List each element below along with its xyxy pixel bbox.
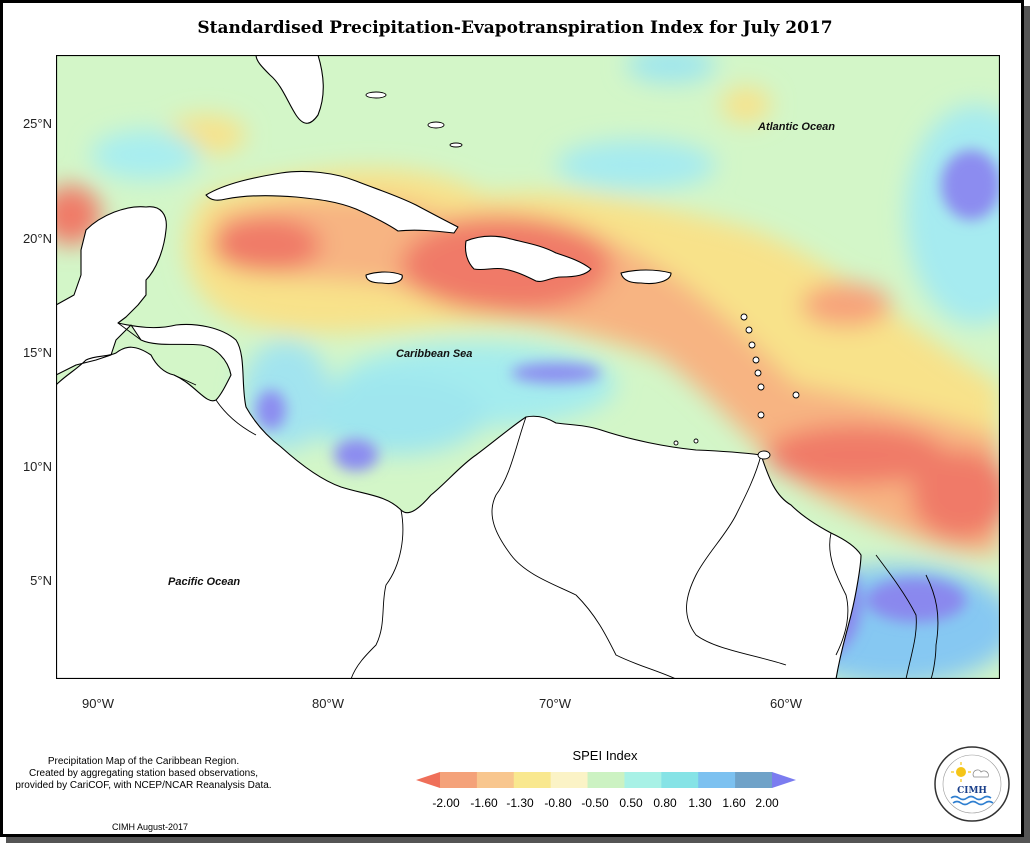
- x-tick-label: 90°W: [82, 696, 114, 711]
- legend-swatch: [698, 772, 736, 788]
- y-tick-label: 25°N: [22, 116, 52, 131]
- field-orange-lesser: [801, 283, 891, 327]
- legend-label: -1.30: [506, 796, 534, 810]
- legend-swatch: [587, 772, 625, 788]
- border-belize: [117, 322, 142, 341]
- legend-label: -0.50: [581, 796, 609, 810]
- legend-label: -1.60: [470, 796, 498, 810]
- label-caribbean-sea: Caribbean Sea: [396, 348, 472, 360]
- field-red-east-1: [766, 425, 946, 485]
- credit-text: CIMH August-2017: [111, 822, 189, 832]
- legend-label: 1.30: [688, 796, 712, 810]
- logo-text: CIMH: [957, 786, 987, 796]
- legend-swatch: [476, 772, 515, 788]
- map-title: Standardised Precipitation-Evapotranspir…: [197, 18, 833, 38]
- legend-swatch: [735, 772, 773, 788]
- x-tick-label: 60°W: [770, 696, 802, 711]
- land-florida: [255, 55, 324, 124]
- legend-swatch: [624, 772, 662, 788]
- land-mainland: [56, 206, 862, 679]
- land-jamaica: [365, 271, 403, 285]
- cloud-icon: [972, 769, 989, 778]
- legend-label: -2.00: [432, 796, 460, 810]
- land-hispaniola: [464, 235, 592, 282]
- border-honduras: [173, 374, 197, 386]
- border-guyana-suriname: [829, 532, 849, 656]
- border-costa-rica: [215, 399, 257, 436]
- map-border: [56, 55, 1000, 679]
- legend-swatch: [661, 772, 699, 788]
- wave-icon: [950, 795, 992, 801]
- lesser-antilles: [365, 91, 800, 460]
- field-vwet-suriname: [866, 578, 966, 622]
- footnote: Precipitation Map of the Caribbean Regio…: [6, 756, 281, 792]
- y-tick-label: 20°N: [22, 231, 52, 246]
- legend-swatch: [513, 772, 552, 788]
- field-red-cuba: [211, 217, 321, 273]
- legend-colorbar: [416, 772, 796, 788]
- field-wet-north: [626, 55, 716, 83]
- field-vwet-caribbean: [511, 363, 601, 383]
- legend-label: 0.50: [619, 796, 643, 810]
- field-wet-gulf: [91, 130, 201, 180]
- y-tick-label: 15°N: [22, 345, 52, 360]
- legend-swatch-min: [416, 772, 440, 788]
- legend-label: 2.00: [755, 796, 779, 810]
- x-tick-label: 70°W: [539, 696, 571, 711]
- footnote-line: Precipitation Map of the Caribbean Regio…: [47, 756, 240, 767]
- spei-map: Atlantic Ocean Caribbean Sea Pacific Oce…: [56, 55, 1000, 679]
- map-canvas: Atlantic Ocean Caribbean Sea Pacific Oce…: [56, 55, 1000, 679]
- sun-icon: [956, 767, 966, 777]
- border-colombia-venezuela: [491, 416, 677, 679]
- cimh-logo: CIMH: [934, 746, 1010, 822]
- legend-swatch: [550, 772, 589, 788]
- y-tick-label: 5°N: [30, 573, 52, 588]
- field-vwet-atlantic: [941, 150, 1000, 220]
- legend-labels: -2.00 -1.60 -1.30 -0.80 -0.50 0.50 0.80 …: [420, 796, 800, 812]
- field-wet-central: [306, 375, 486, 455]
- legend-label: -0.80: [544, 796, 572, 810]
- label-atlantic-ocean: Atlantic Ocean: [757, 121, 835, 133]
- legend-label: 1.60: [722, 796, 746, 810]
- land-puerto-rico: [620, 269, 672, 285]
- legend-label: 0.80: [653, 796, 677, 810]
- label-pacific-ocean: Pacific Ocean: [168, 576, 240, 588]
- legend-swatch: [440, 772, 478, 788]
- field-vwet-panama: [334, 439, 378, 471]
- y-tick-label: 10°N: [22, 459, 52, 474]
- legend-title: SPEI Index: [572, 748, 638, 763]
- field-red-east-2: [911, 450, 1000, 540]
- border-guiana-brazil: [925, 574, 939, 679]
- footnote-line: provided by CariCOF, with NCEP/NCAR Rean…: [15, 780, 272, 791]
- x-tick-label: 80°W: [312, 696, 344, 711]
- field-yellow-n: [721, 87, 771, 123]
- border-suriname-guiana: [875, 554, 917, 679]
- legend-swatch-max: [772, 772, 796, 788]
- land-cuba: [205, 170, 459, 234]
- footnote-line: Created by aggregating station based obs…: [28, 768, 259, 779]
- field-vwet-cr: [256, 390, 286, 430]
- border-venezuela-guyana: [686, 454, 787, 666]
- border-colombia-ecuador: [350, 509, 404, 679]
- field-wet-atlantic: [556, 140, 716, 190]
